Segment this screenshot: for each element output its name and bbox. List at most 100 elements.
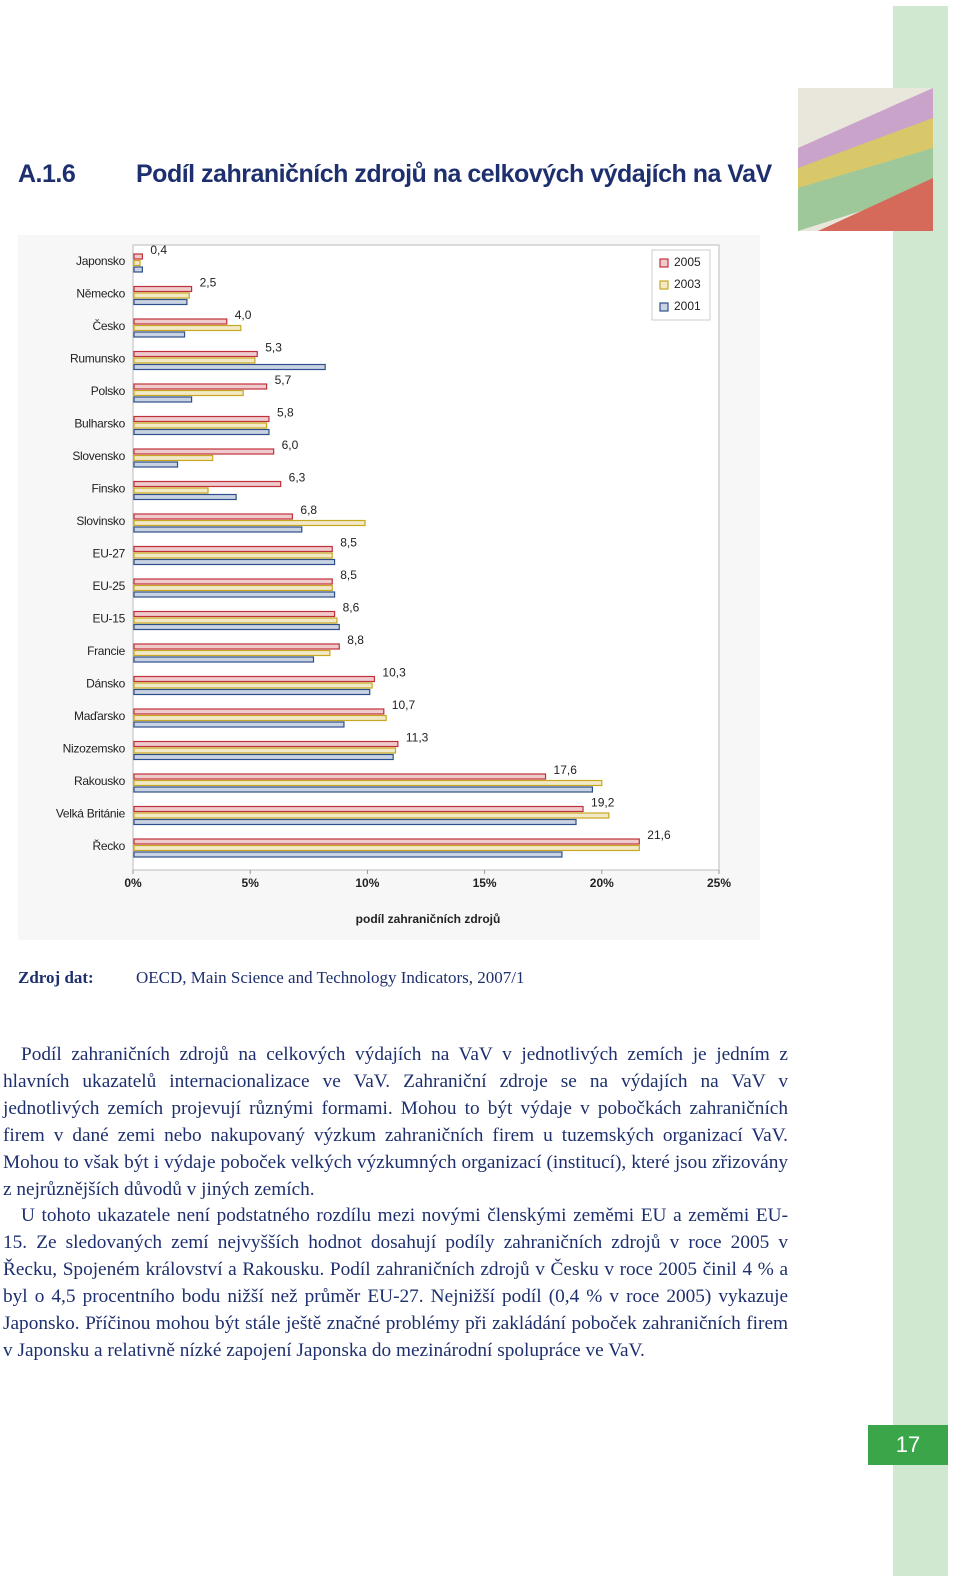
- value-label: 2,5: [200, 276, 217, 290]
- value-label: 6,8: [300, 503, 317, 517]
- x-tick-label: 25%: [707, 876, 731, 890]
- bar: [133, 584, 333, 592]
- bar: [133, 838, 640, 845]
- bar: [133, 357, 256, 364]
- bar: [133, 383, 268, 390]
- body-text: Podíl zahraničních zdrojů na celkových v…: [3, 1042, 788, 1365]
- x-tick-label: 0%: [124, 876, 142, 890]
- value-label: 8,5: [340, 536, 357, 550]
- value-label: 8,5: [340, 568, 357, 582]
- y-tick-label: Rumunsko: [70, 352, 126, 366]
- value-label: 8,8: [347, 633, 364, 647]
- bar: [133, 643, 340, 650]
- value-label: 10,7: [392, 698, 416, 712]
- bar: [133, 818, 577, 826]
- bar: [133, 545, 333, 553]
- bar: [133, 747, 397, 754]
- bar: [133, 285, 193, 293]
- value-label: 17,6: [554, 763, 578, 777]
- bar: [133, 526, 303, 533]
- y-tick-label: Maďarsko: [74, 709, 126, 723]
- bar: [133, 454, 214, 462]
- y-tick-label: Francie: [87, 644, 126, 658]
- value-label: 6,0: [282, 438, 299, 452]
- bar: [133, 318, 228, 325]
- bar: [133, 721, 345, 728]
- y-tick-label: Finsko: [91, 482, 125, 496]
- y-tick-label: Velká Británie: [56, 807, 126, 821]
- value-label: 5,8: [277, 406, 294, 420]
- value-label: 6,3: [289, 471, 306, 485]
- page-number: 17: [868, 1425, 948, 1465]
- bar: [133, 480, 282, 488]
- bar: [133, 682, 373, 689]
- bar: [133, 292, 190, 299]
- x-axis-title: podíl zahraničních zdrojů: [356, 912, 501, 926]
- bar: [133, 610, 336, 618]
- value-label: 10,3: [382, 666, 406, 680]
- value-label: 5,3: [265, 341, 282, 355]
- value-label: 8,6: [343, 601, 360, 615]
- bar: [133, 396, 193, 403]
- legend-label: 2005: [674, 255, 701, 269]
- value-label: 11,3: [406, 731, 429, 745]
- bar: [133, 591, 336, 598]
- bar: [133, 493, 237, 501]
- bar: [133, 708, 385, 715]
- value-label: 0,4: [150, 243, 167, 257]
- bar: [133, 331, 186, 338]
- bar: [133, 266, 143, 273]
- x-tick-label: 20%: [590, 876, 614, 890]
- x-tick-label: 15%: [473, 876, 497, 890]
- bar: [133, 805, 584, 813]
- legend-swatch: [659, 280, 669, 290]
- value-label: 4,0: [235, 308, 252, 322]
- sidebar: [893, 6, 948, 1576]
- y-tick-label: EU-27: [92, 547, 125, 561]
- legend-swatch: [659, 302, 669, 312]
- bar: [133, 461, 179, 468]
- y-tick-label: Japonsko: [76, 254, 126, 268]
- banknotes-image: [798, 88, 933, 231]
- bar: [133, 617, 338, 624]
- bar: [133, 753, 394, 761]
- bar: [133, 428, 270, 436]
- y-tick-label: Rakousko: [74, 774, 126, 788]
- bar: [133, 773, 547, 780]
- bar: [133, 812, 610, 819]
- y-tick-label: EU-25: [92, 579, 125, 593]
- legend-label: 2001: [674, 299, 701, 313]
- legend-box: [651, 249, 711, 321]
- bar: [133, 487, 209, 494]
- bar: [133, 259, 141, 267]
- chart: 0% 5% 10% 15% 20% 25% podíl zahraničních zdroj…: [18, 235, 760, 940]
- value-label: 21,6: [647, 828, 671, 842]
- bar: [133, 714, 387, 722]
- bar: [133, 350, 258, 358]
- bar: [133, 558, 336, 566]
- bar: [133, 422, 268, 429]
- bar: [133, 513, 293, 520]
- bar: [133, 740, 399, 748]
- bar: [133, 253, 143, 260]
- value-label: 19,2: [591, 796, 615, 810]
- section-number: A.1.6: [18, 160, 76, 188]
- bar: [133, 779, 603, 787]
- y-tick-label: Polsko: [91, 384, 126, 398]
- y-tick-label: Nizozemsko: [63, 742, 126, 756]
- bar: [133, 363, 326, 371]
- bar: [133, 675, 376, 683]
- bar: [133, 324, 242, 332]
- bar: [133, 519, 366, 527]
- bar: [133, 656, 315, 663]
- y-tick-label: Dánsko: [86, 677, 126, 691]
- legend-swatch: [659, 258, 669, 268]
- y-tick-label: Česko: [92, 318, 125, 333]
- y-tick-label: Slovensko: [72, 449, 125, 463]
- bar: [133, 415, 270, 423]
- x-tick-label: 10%: [355, 876, 379, 890]
- value-label: 5,7: [275, 373, 292, 387]
- bar: [133, 786, 594, 793]
- y-tick-label: EU-15: [92, 612, 125, 626]
